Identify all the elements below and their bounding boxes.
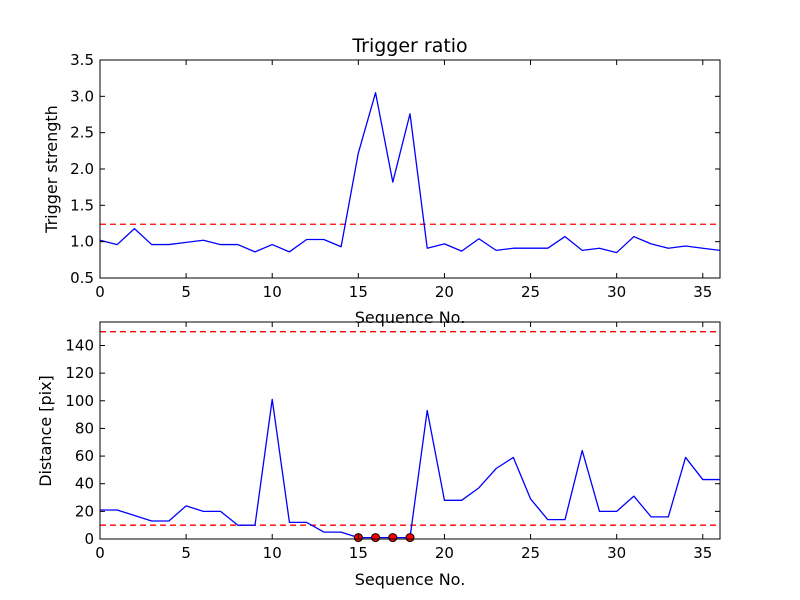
chart-title: Trigger ratio — [351, 35, 467, 57]
y-tick-label: 100 — [65, 392, 94, 410]
y-tick-label: 0.5 — [70, 269, 94, 287]
axes-frame — [99, 321, 721, 540]
x-tick-label: 35 — [693, 544, 712, 562]
x-tick-label: 20 — [435, 544, 454, 562]
y-tick-label: 0 — [84, 530, 94, 548]
plot-area: 0 5 10 15 20 25 30 35 0.5 1.0 1.5 2.0 2.5 3.0 3.5 — [70, 51, 721, 301]
y-axis-label: Distance [pix] — [36, 375, 55, 487]
y-tick-label: 20 — [75, 502, 94, 520]
y-tick-label: 3.0 — [70, 87, 94, 105]
x-tick-label: 10 — [263, 283, 282, 301]
y-tick-label: 2.0 — [70, 160, 94, 178]
y-tick-label: 40 — [75, 475, 94, 493]
y-axis-label: Trigger strength — [42, 105, 61, 234]
y-tick-label: 2.5 — [70, 124, 94, 142]
y-tick-label: 120 — [65, 364, 94, 382]
series-line — [99, 92, 721, 254]
y-tick-label: 1.0 — [70, 233, 94, 251]
y-tick-label: 3.5 — [70, 51, 94, 69]
x-tick-label: 20 — [435, 283, 454, 301]
y-tick-label: 80 — [75, 419, 94, 437]
x-tick-label: 15 — [349, 544, 368, 562]
x-tick-label: 30 — [607, 283, 626, 301]
distance-chart: Sequence No. Distance [pix] 0 5 10 15 20 25 30… — [36, 321, 721, 589]
x-tick-label: 5 — [181, 544, 191, 562]
data-point-marker — [405, 533, 415, 543]
x-tick-label: 0 — [95, 544, 105, 562]
plot-area: 0 5 10 15 20 25 30 35 0 20 40 60 80 100 120 140 — [65, 321, 721, 562]
x-tick-label: 25 — [521, 283, 540, 301]
data-point-marker — [388, 533, 398, 543]
x-tick-label: 25 — [521, 544, 540, 562]
x-tick-label: 0 — [95, 283, 105, 301]
data-point-marker — [371, 533, 381, 543]
x-axis-label: Sequence No. — [355, 308, 466, 327]
x-axis-label: Sequence No. — [355, 570, 466, 589]
y-tick-label: 140 — [65, 336, 94, 354]
x-tick-label: 35 — [693, 283, 712, 301]
y-tick-label: 1.5 — [70, 196, 94, 214]
x-tick-label: 5 — [181, 283, 191, 301]
x-tick-label: 10 — [263, 544, 282, 562]
x-tick-label: 30 — [607, 544, 626, 562]
trigger-ratio-chart: Trigger ratio Sequence No. Trigger stren… — [42, 35, 721, 327]
x-tick-label: 15 — [349, 283, 368, 301]
y-tick-label: 60 — [75, 447, 94, 465]
